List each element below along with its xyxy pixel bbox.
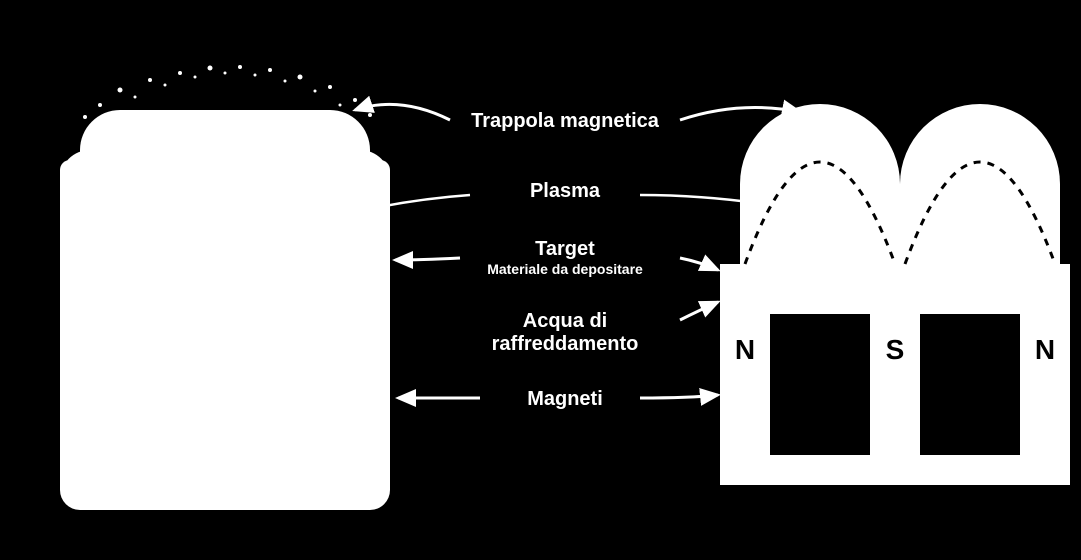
magnet-n-right: N (1020, 314, 1070, 474)
target-bar (720, 264, 1070, 314)
speckle-field (60, 35, 390, 135)
label-text: Trappola magnetica (471, 110, 659, 133)
label-subtext: Materiale da depositare (487, 261, 643, 277)
base-bar (720, 455, 1070, 485)
plasma-arc-2 (900, 104, 1060, 264)
magnet-n-left: N (720, 314, 770, 474)
label-text2: raffreddamento (492, 333, 639, 356)
left-body (60, 160, 390, 510)
label-text: Target (535, 238, 595, 261)
label-magneti: Magneti (410, 388, 720, 411)
label-acqua: Acqua di raffreddamento (410, 310, 720, 356)
label-plasma: Plasma (410, 180, 720, 203)
plasma-arc-1 (740, 104, 900, 264)
magnet-label: S (886, 334, 905, 366)
label-text: Acqua di (523, 310, 607, 333)
label-target: Target Materiale da depositare (410, 238, 720, 277)
label-trappola: Trappola magnetica (410, 110, 720, 133)
label-text: Plasma (530, 180, 600, 203)
magnet-label: N (735, 334, 755, 366)
magnet-label: N (1035, 334, 1055, 366)
label-text: Magneti (527, 388, 603, 411)
diagram-container: N S N Trappola magnetica Plasma Target M… (0, 0, 1081, 560)
magnet-s-center: S (870, 314, 920, 474)
